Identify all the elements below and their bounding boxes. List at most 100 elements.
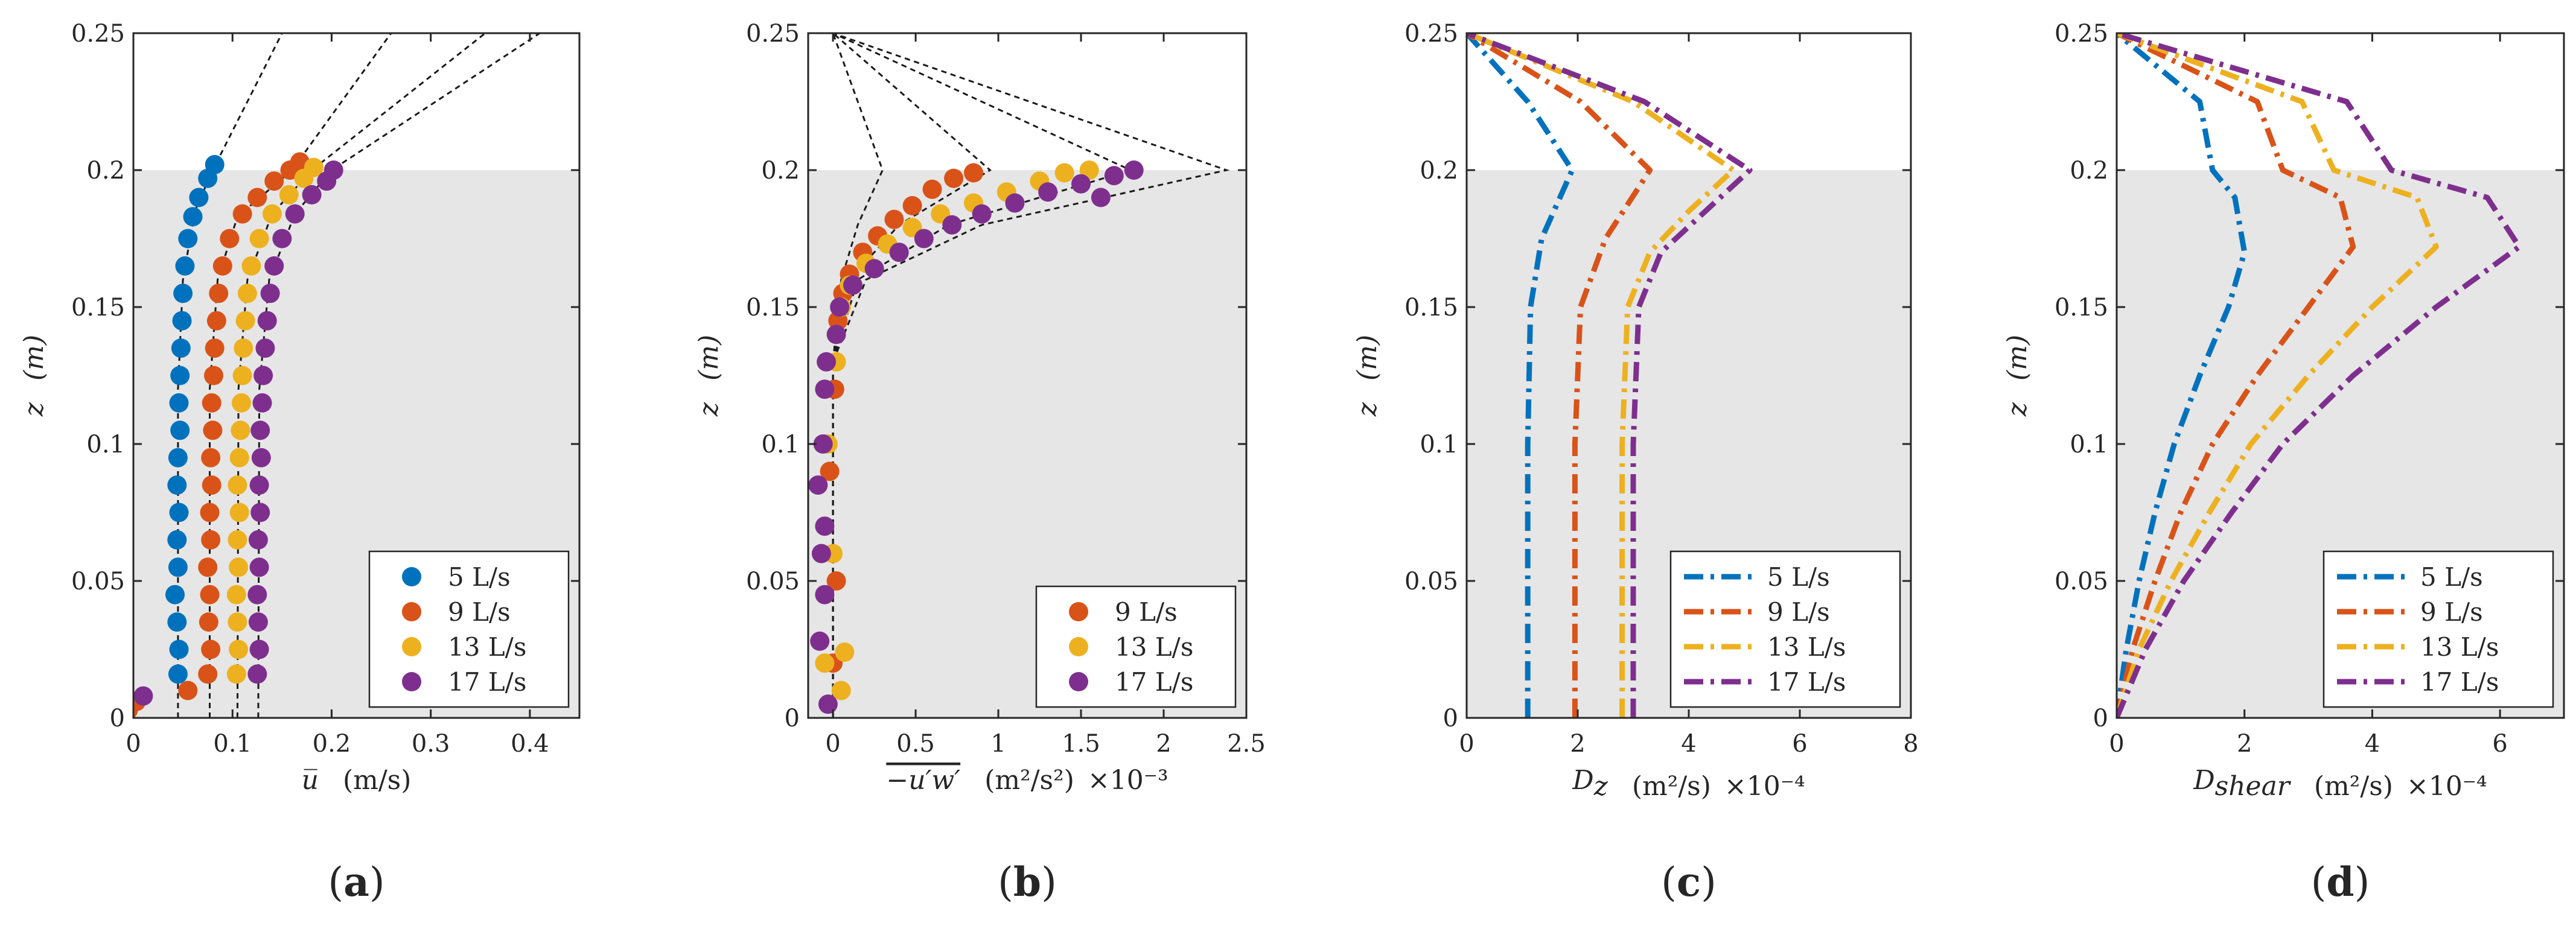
data-point	[324, 160, 343, 180]
data-point	[843, 275, 862, 295]
data-point	[198, 557, 218, 577]
y-axis-unit: (m)	[693, 335, 724, 381]
data-point	[229, 503, 249, 522]
x-tick-label: 0.4	[511, 730, 549, 758]
data-point	[279, 185, 299, 205]
y-tick-label: 0	[785, 705, 800, 732]
x-tick-label: 0.2	[313, 730, 351, 758]
x-tick-label: 0	[126, 730, 141, 758]
y-tick-label: 0.2	[2070, 157, 2108, 185]
panel-a: 0 0.1 0.2 0.3 0.4 0 0.05 0.1 0.15 0.2 0.25 u̅ (m/s) z…	[19, 20, 581, 905]
data-point	[262, 204, 282, 224]
x-axis-multiplier: ×10⁻⁴	[2406, 771, 2487, 802]
y-tick-label: 0	[2093, 705, 2108, 732]
x-axis-label: −u′w′ (m²/s²) ×10⁻³	[886, 765, 1168, 796]
data-point	[922, 179, 942, 199]
data-point	[252, 393, 272, 413]
legend-label: 9 L/s	[1767, 597, 1830, 627]
x-tick-label: 0.1	[213, 730, 252, 758]
legend-swatch	[1069, 672, 1088, 691]
data-point	[168, 557, 188, 577]
y-tick-label: 0.05	[746, 568, 800, 595]
data-point	[251, 448, 271, 468]
data-point	[818, 694, 838, 714]
y-tick-label: 0	[1443, 705, 1458, 732]
fit-line	[832, 33, 884, 718]
data-point	[247, 188, 267, 208]
x-tick-label: 0	[2109, 730, 2124, 758]
y-tick-label: 0.05	[71, 568, 125, 595]
x-tick-label: 0.3	[412, 730, 450, 758]
data-point	[817, 352, 837, 372]
data-point	[810, 631, 830, 651]
data-point	[247, 585, 267, 604]
x-tick-label: 0.5	[896, 730, 935, 758]
data-point	[133, 686, 153, 706]
data-point	[169, 503, 189, 522]
legend-label: 13 L/s	[1115, 632, 1193, 662]
data-point	[884, 209, 904, 229]
data-point	[253, 366, 273, 385]
data-point	[169, 639, 189, 659]
legend-label: 13 L/s	[2420, 632, 2499, 662]
y-tick-label: 0.2	[86, 157, 125, 185]
x-axis-symbol: u̅	[302, 765, 319, 796]
data-point	[815, 653, 835, 673]
data-point	[183, 207, 203, 227]
data-point	[250, 503, 270, 522]
data-point	[202, 393, 222, 413]
legend: 9 L/s 13 L/s 17 L/s	[1035, 585, 1237, 708]
data-point	[815, 516, 835, 536]
x-tick-label: 2	[1570, 730, 1585, 758]
x-axis-symbol: D	[2193, 765, 2214, 796]
series-line	[2117, 33, 2522, 718]
panel-caption: (a)	[328, 858, 384, 905]
data-point	[264, 171, 284, 191]
data-point	[964, 163, 983, 183]
x-axis-subscript: shear	[2215, 771, 2292, 802]
x-tick-label: 2	[2237, 730, 2252, 758]
y-tick-label: 0.15	[2055, 294, 2108, 322]
data-point	[226, 585, 246, 604]
plot-area	[2117, 33, 2522, 718]
x-tick-label: 2.5	[1227, 730, 1266, 758]
legend-label: 9 L/s	[1115, 597, 1178, 627]
legend: 5 L/s 9 L/s 13 L/s 17 L/s	[2323, 550, 2554, 708]
data-point	[201, 530, 221, 550]
data-point	[248, 530, 268, 550]
x-tick-label: 4	[1681, 730, 1696, 758]
y-axis-unit: (m)	[1352, 335, 1383, 381]
data-point	[169, 393, 189, 413]
data-point	[1091, 188, 1111, 208]
x-tick-label: 4	[2365, 730, 2380, 758]
data-point	[249, 475, 269, 495]
x-tick-label: 1	[990, 730, 1006, 758]
data-point	[257, 311, 277, 331]
panel-letter: c	[1677, 858, 1701, 905]
data-point	[231, 420, 250, 440]
y-tick-label: 0.05	[1404, 568, 1458, 595]
x-axis-unit: (m/s)	[343, 765, 411, 796]
axes-box	[2115, 32, 2565, 719]
data-point	[228, 475, 247, 495]
data-point	[198, 664, 218, 684]
x-axis-label: Dz (m²/s) ×10⁻⁴	[1572, 765, 1805, 802]
data-point	[171, 338, 191, 358]
legend-swatch	[1069, 602, 1088, 621]
data-point	[178, 680, 198, 700]
legend-swatch	[1069, 637, 1088, 656]
y-tick-label: 0	[110, 705, 125, 732]
data-point	[220, 229, 240, 249]
data-point	[202, 475, 222, 495]
data-point	[815, 585, 835, 604]
panel-letter: a	[343, 858, 369, 905]
data-point	[1038, 182, 1058, 202]
data-point	[212, 256, 232, 276]
axes-box	[132, 32, 581, 719]
data-point	[815, 379, 835, 399]
series-line	[2117, 33, 2439, 718]
data-point	[255, 338, 275, 358]
legend-label: 17 L/s	[1115, 667, 1193, 697]
data-point	[264, 256, 284, 276]
data-point	[170, 420, 190, 440]
